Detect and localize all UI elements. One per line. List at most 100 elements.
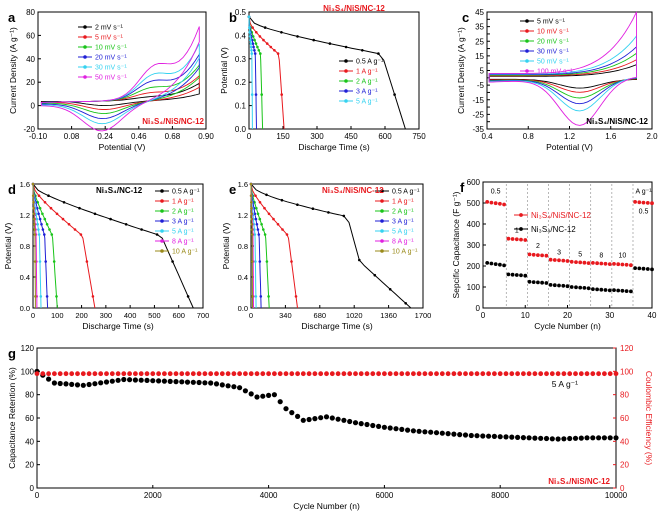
gcd-point (37, 194, 41, 197)
efficiency-point (474, 371, 480, 377)
efficiency-point (358, 371, 364, 377)
retention-point (549, 436, 555, 442)
rate-point (616, 262, 621, 267)
gcd-point (32, 217, 36, 221)
gcd-point (294, 295, 298, 298)
gcd-point (267, 212, 271, 216)
y-tick-label: 0.4 (235, 31, 247, 40)
rate-label: 0.5 (639, 209, 649, 216)
legend-label: 20 mV s⁻¹ (537, 39, 569, 46)
efficiency-point (69, 371, 75, 377)
legend-marker (344, 89, 348, 93)
gcd-point (312, 38, 316, 42)
rate-point (514, 273, 519, 277)
gcd-point (251, 35, 255, 38)
retention-point (416, 428, 422, 434)
y-tick-label: 0.0 (20, 304, 30, 313)
panel-letter: e (229, 182, 236, 197)
gcd-point (32, 212, 36, 216)
rate-point (595, 261, 599, 266)
legend-label: 1 A g⁻¹ (392, 199, 414, 206)
rate-point (620, 262, 625, 267)
retention-point (103, 379, 110, 385)
efficiency-point (214, 371, 219, 377)
x-tick-label: 700 (197, 311, 210, 320)
retention-point (127, 377, 133, 383)
y-axis-label: Current Density (A g⁻¹) (8, 27, 18, 114)
gcd-point (45, 223, 49, 226)
y-tick-label: 0.3 (235, 55, 247, 64)
legend-label: 0.5 A g⁻¹ (356, 59, 384, 66)
rate-point (519, 273, 523, 278)
retention-point (538, 435, 544, 441)
legend-marker (160, 209, 164, 213)
y-tick-label: 25 (475, 37, 484, 46)
efficiency-point (353, 371, 358, 377)
x-tick-label: 400 (124, 311, 137, 320)
retention-point (578, 435, 584, 441)
gcd-point (250, 49, 253, 52)
gcd-point (41, 228, 45, 231)
plot-frame (482, 181, 653, 309)
y-tick-label: 60 (26, 31, 35, 40)
rate-point (624, 262, 629, 267)
retention-point (347, 418, 353, 425)
x-tick-label: 300 (100, 311, 113, 320)
legend-label: 5 mV s⁻¹ (537, 19, 565, 26)
legend-marker (83, 45, 87, 49)
retention-point (468, 432, 474, 439)
retention-point (51, 380, 58, 386)
rate-point (603, 261, 608, 266)
sample-label: Ni₃S₄/NiS/NC-12 (586, 117, 648, 126)
rate-point (540, 253, 544, 258)
y-tick-label: 0.4 (20, 273, 30, 282)
legend-marker (525, 49, 529, 53)
x-axis-label: Potential (V) (99, 142, 146, 152)
panel-e: 0 340 680 1020 1360 1700 0.0 0.4 0.8 1.2 1.6 Discha… (221, 180, 431, 331)
efficiency-point (411, 371, 416, 377)
rate-point (502, 202, 506, 207)
cv-curve (488, 63, 637, 89)
legend-label: 2 A g⁻¹ (356, 79, 378, 86)
y-tick-label: -5 (477, 81, 485, 90)
rate-point (574, 285, 578, 290)
legend-marker (525, 19, 529, 23)
efficiency-point (266, 371, 271, 377)
gcd-point (41, 212, 44, 216)
efficiency-point (52, 371, 57, 377)
gcd-point (31, 182, 35, 186)
gcd-point (43, 233, 46, 236)
gcd-point (248, 26, 251, 29)
efficiency-point (463, 371, 468, 377)
gcd-curve (248, 16, 406, 130)
x-tick-label: 0.08 (64, 132, 80, 141)
gcd-point (263, 233, 267, 236)
gcd-point (281, 228, 284, 231)
gcd-point (373, 273, 377, 277)
y-tick-label: 0 (30, 484, 35, 493)
efficiency-point (324, 371, 329, 377)
y-tick-label: -20 (23, 125, 35, 134)
gcd-point (44, 260, 47, 263)
gcd-point (36, 201, 39, 204)
panel-c: 0.4 0.8 1.2 1.6 2.0 -35 -25 -15 -5 5 15 25 35 45 Poten… (456, 8, 658, 152)
legend-marker (380, 229, 384, 233)
rate-point (510, 237, 515, 241)
gcd-point (263, 26, 267, 29)
panel-letter: g (8, 346, 16, 361)
retention-point (144, 377, 150, 383)
retention-point (109, 378, 115, 384)
rate-point (493, 262, 498, 266)
rate-point (637, 266, 642, 271)
rate-point (595, 287, 599, 292)
efficiency-point (80, 371, 86, 377)
retention-point (457, 432, 463, 438)
gcd-point (33, 228, 36, 231)
efficiency-point (75, 371, 80, 377)
retention-point (515, 434, 521, 440)
retention-point (306, 416, 312, 423)
gcd-point (254, 93, 258, 96)
x-tick-label: 300 (310, 132, 324, 141)
gcd-curve (32, 183, 96, 309)
retention-point (208, 380, 214, 386)
